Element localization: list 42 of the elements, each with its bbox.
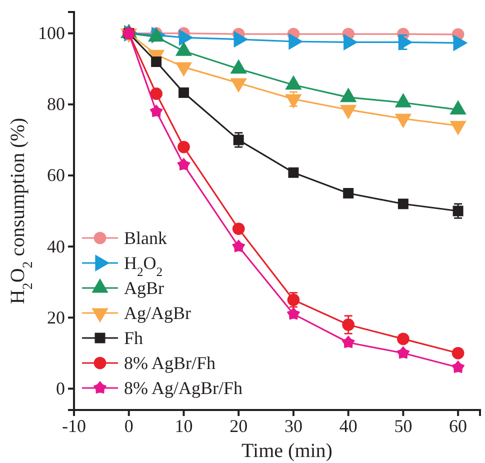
legend-label: Ag/AgBr	[124, 303, 192, 323]
x-tick-label: -10	[62, 416, 86, 436]
x-tick-label: 20	[230, 416, 248, 436]
x-tick-label: 40	[339, 416, 358, 436]
point	[232, 222, 245, 235]
point	[178, 140, 190, 154]
x-tick-label: 60	[449, 416, 468, 436]
x-tick-label: 50	[394, 416, 412, 436]
point	[396, 346, 410, 359]
point	[150, 88, 162, 100]
point	[150, 104, 163, 118]
point	[178, 87, 189, 98]
point	[286, 307, 300, 320]
point	[342, 335, 355, 348]
x-axis-title: Time (min)	[242, 440, 332, 462]
y-tick-label: 0	[56, 378, 65, 398]
point	[452, 206, 464, 216]
legend-label: Blank	[124, 228, 167, 248]
point	[151, 56, 162, 67]
y-tick-label: 60	[47, 165, 65, 186]
point	[451, 360, 465, 374]
point	[232, 240, 246, 252]
legend-label: H$_{2}$O$_{2}$	[124, 253, 163, 279]
x-tick-label: 30	[284, 416, 302, 436]
x-tick-label: 0	[124, 416, 134, 436]
y-tick-label: 80	[47, 94, 65, 114]
y-tick-label: 100	[38, 23, 65, 44]
y-tick-label: 40	[47, 236, 65, 256]
point	[288, 167, 299, 178]
legend-label: AgBr	[124, 278, 164, 298]
point	[233, 134, 244, 146]
legend-label: 8% Ag/AgBr/Fh	[124, 378, 243, 398]
point	[452, 346, 464, 360]
point	[342, 318, 355, 331]
point	[397, 332, 410, 346]
point	[177, 158, 190, 170]
legend-label: Fh	[124, 328, 144, 348]
y-tick-label: 20	[47, 307, 65, 328]
point	[343, 188, 354, 198]
x-tick-label: 10	[174, 416, 193, 436]
legend-label: 8% AgBr/Fh	[124, 353, 216, 373]
point	[398, 198, 408, 210]
